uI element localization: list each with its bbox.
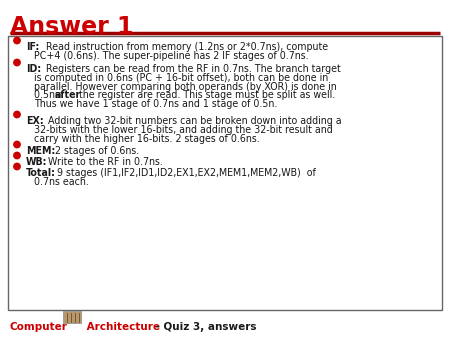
Text: MEM:: MEM: [26,146,55,156]
Text: Computer: Computer [10,322,68,332]
Text: parallel. However comparing both operands (by XOR) is done in: parallel. However comparing both operand… [34,81,337,92]
Text: Thus we have 1 stage of 0.7ns and 1 stage of 0.5n.: Thus we have 1 stage of 0.7ns and 1 stag… [34,99,277,109]
Circle shape [14,152,20,159]
Text: Architecture: Architecture [83,322,160,332]
Text: the register are read. This stage must be split as well.: the register are read. This stage must b… [73,90,336,100]
Text: Registers can be read from the RF in 0.7ns. The branch target: Registers can be read from the RF in 0.7… [43,64,341,74]
Text: 9 stages (IF1,IF2,ID1,ID2,EX1,EX2,MEM1,MEM2,WB)  of: 9 stages (IF1,IF2,ID1,ID2,EX1,EX2,MEM1,M… [54,168,316,178]
FancyBboxPatch shape [8,36,442,310]
Text: carry with the higher 16-bits. 2 stages of 0.6ns.: carry with the higher 16-bits. 2 stages … [34,134,260,144]
Text: Write to the RF in 0.7ns.: Write to the RF in 0.7ns. [45,157,163,167]
Text: Answer 1: Answer 1 [10,15,133,39]
Text: Total:: Total: [26,168,56,178]
Text: WB:: WB: [26,157,47,167]
Text: PC+4 (0.6ns). The super-pipeline has 2 IF stages of 0.7ns.: PC+4 (0.6ns). The super-pipeline has 2 I… [34,51,309,61]
FancyBboxPatch shape [63,311,81,323]
Text: after: after [54,90,81,100]
Text: Read instruction from memory (1.2ns or 2*0.7ns), compute: Read instruction from memory (1.2ns or 2… [43,42,328,52]
Circle shape [14,59,20,66]
Circle shape [14,111,20,118]
Circle shape [14,37,20,44]
Circle shape [14,141,20,148]
Text: 2 stages of 0.6ns.: 2 stages of 0.6ns. [52,146,139,156]
Text: 0.7ns each.: 0.7ns each. [34,177,89,187]
Text: 32-bits with the lower 16-bits, and adding the 32-bit result and: 32-bits with the lower 16-bits, and addi… [34,125,333,135]
Text: ID:: ID: [26,64,41,74]
Text: is computed in 0.6ns (PC + 16-bit offset), both can be done in: is computed in 0.6ns (PC + 16-bit offset… [34,73,328,83]
Circle shape [14,163,20,170]
Text: IF:: IF: [26,42,39,52]
Text: - Quiz 3, answers: - Quiz 3, answers [152,322,256,332]
Text: 0.5ns: 0.5ns [34,90,63,100]
Text: Adding two 32-bit numbers can be broken down into adding a: Adding two 32-bit numbers can be broken … [45,116,342,126]
Text: EX:: EX: [26,116,44,126]
